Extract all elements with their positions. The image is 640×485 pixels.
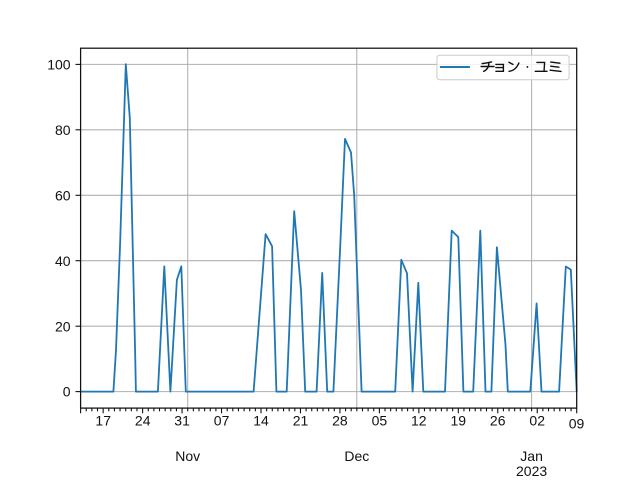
svg-text:Dec: Dec — [344, 448, 369, 464]
svg-text:2023: 2023 — [516, 463, 547, 479]
svg-text:09: 09 — [569, 415, 585, 431]
svg-text:80: 80 — [55, 122, 71, 138]
svg-text:24: 24 — [135, 412, 151, 428]
svg-text:Jan: Jan — [520, 448, 543, 464]
svg-text:26: 26 — [490, 412, 506, 428]
svg-text:0: 0 — [63, 384, 71, 400]
svg-text:31: 31 — [174, 412, 190, 428]
svg-text:28: 28 — [332, 412, 348, 428]
svg-text:05: 05 — [372, 412, 388, 428]
svg-text:12: 12 — [411, 412, 427, 428]
svg-text:14: 14 — [253, 412, 269, 428]
svg-text:21: 21 — [293, 412, 309, 428]
svg-text:07: 07 — [214, 412, 230, 428]
svg-text:100: 100 — [47, 57, 71, 73]
svg-text:20: 20 — [55, 318, 71, 334]
svg-text:40: 40 — [55, 253, 71, 269]
svg-text:19: 19 — [451, 412, 467, 428]
svg-text:02: 02 — [529, 412, 545, 428]
svg-text:60: 60 — [55, 187, 71, 203]
svg-text:Nov: Nov — [175, 448, 200, 464]
svg-text:17: 17 — [95, 412, 111, 428]
